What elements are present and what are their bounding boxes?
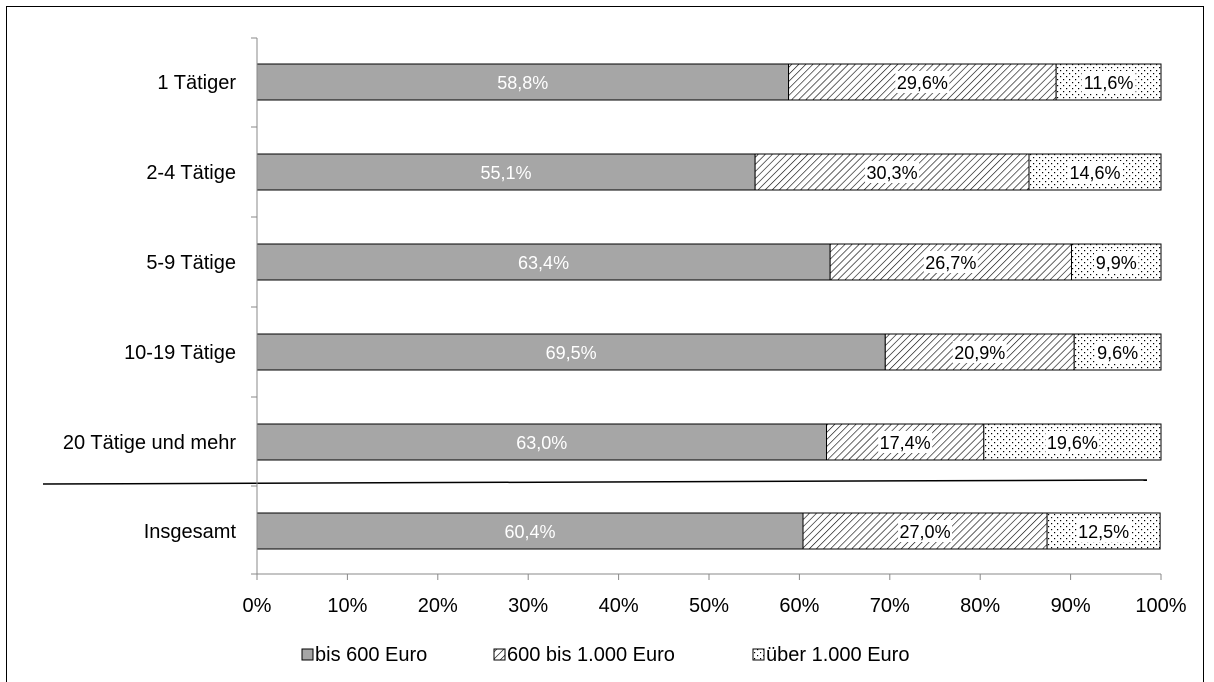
category-label-10-19-t-tige: 10-19 Tätige bbox=[124, 342, 236, 364]
category-label-5-9-t-tige: 5-9 Tätige bbox=[146, 252, 236, 274]
legend-swatch-600-bis-1-000-euro bbox=[493, 648, 506, 661]
data-label-1-t-tiger-ber-1-000-euro: 11,6% bbox=[1084, 73, 1134, 93]
data-label-bg bbox=[952, 341, 1007, 363]
bar-segment-1-t-tiger-bis-600-euro bbox=[256, 63, 790, 101]
data-label-bg bbox=[1076, 520, 1131, 542]
data-label-bg bbox=[1081, 71, 1136, 93]
data-label-20-t-tige-und-mehr-600-bis-1-000-euro: 17,4% bbox=[880, 433, 931, 453]
data-label-bg bbox=[1095, 341, 1140, 363]
legend-label-bis-600-euro: bis 600 Euro bbox=[315, 644, 427, 666]
category-label-2-4-t-tige: 2-4 Tätige bbox=[146, 162, 236, 184]
data-label-5-9-t-tige-ber-1-000-euro: 9,9% bbox=[1096, 253, 1137, 273]
data-label-bg bbox=[1045, 431, 1100, 453]
data-label-bg bbox=[1068, 161, 1123, 183]
data-label-1-t-tiger-600-bis-1-000-euro: 29,6% bbox=[897, 73, 948, 93]
data-label-10-19-t-tige-600-bis-1-000-euro: 20,9% bbox=[954, 343, 1005, 363]
category-label-insgesamt: Insgesamt bbox=[144, 521, 237, 543]
x-tick-label-10: 100% bbox=[1135, 595, 1186, 617]
data-label-bg bbox=[895, 71, 950, 93]
data-label-2-4-t-tige-600-bis-1-000-euro: 30,3% bbox=[867, 163, 918, 183]
legend-label-ber-1-000-euro: über 1.000 Euro bbox=[766, 644, 909, 666]
bars-layer: 58,8% 29,6% 11,6% 55,1% 30,3% 14,6% 63,4% 26,7%… bbox=[256, 63, 1162, 550]
group-separator-line bbox=[42, 479, 1148, 485]
x-tick-label-2: 20% bbox=[418, 595, 458, 617]
bar-segment-insgesamt-bis-600-euro bbox=[256, 512, 804, 550]
x-tick-label-4: 40% bbox=[599, 595, 639, 617]
category-label-20-t-tige-und-mehr: 20 Tätige und mehr bbox=[63, 432, 236, 454]
x-tick-label-5: 50% bbox=[689, 595, 729, 617]
category-label-1-t-tiger: 1 Tätiger bbox=[157, 72, 236, 94]
data-label-2-4-t-tige-bis-600-euro: 55,1% bbox=[481, 163, 532, 183]
data-label-insgesamt-ber-1-000-euro: 12,5% bbox=[1078, 522, 1129, 542]
bar-segment-2-4-t-tige-bis-600-euro bbox=[256, 153, 756, 191]
data-label-2-4-t-tige-ber-1-000-euro: 14,6% bbox=[1069, 163, 1120, 183]
data-label-bg bbox=[1094, 251, 1139, 273]
data-label-bg bbox=[898, 520, 953, 542]
x-tick-label-3: 30% bbox=[508, 595, 548, 617]
legend: bis 600 Euro 600 bis 1.000 Euro über 1.000… bbox=[301, 644, 909, 666]
data-label-insgesamt-600-bis-1-000-euro: 27,0% bbox=[900, 522, 951, 542]
data-label-10-19-t-tige-bis-600-euro: 69,5% bbox=[546, 343, 597, 363]
x-tick-label-6: 60% bbox=[779, 595, 819, 617]
x-tick-label-7: 70% bbox=[870, 595, 910, 617]
x-tick-label-9: 90% bbox=[1051, 595, 1091, 617]
data-label-5-9-t-tige-600-bis-1-000-euro: 26,7% bbox=[925, 253, 976, 273]
axis-layer: 1 Tätiger 2-4 Tätige 5-9 Tätige 10-19 Tätig… bbox=[42, 37, 1187, 617]
data-label-5-9-t-tige-bis-600-euro: 63,4% bbox=[518, 253, 569, 273]
data-label-1-t-tiger-bis-600-euro: 58,8% bbox=[497, 73, 548, 93]
data-label-bg bbox=[923, 251, 978, 273]
data-label-insgesamt-bis-600-euro: 60,4% bbox=[504, 522, 555, 542]
data-label-20-t-tige-und-mehr-bis-600-euro: 63,0% bbox=[516, 433, 567, 453]
x-tick-label-1: 10% bbox=[327, 595, 367, 617]
legend-label-600-bis-1-000-euro: 600 bis 1.000 Euro bbox=[507, 644, 675, 666]
legend-swatch-ber-1-000-euro bbox=[752, 648, 765, 661]
legend-swatch-bis-600-euro bbox=[301, 648, 314, 661]
x-tick-label-0: 0% bbox=[243, 595, 272, 617]
data-label-bg bbox=[878, 431, 933, 453]
data-label-20-t-tige-und-mehr-ber-1-000-euro: 19,6% bbox=[1047, 433, 1098, 453]
bar-segment-5-9-t-tige-bis-600-euro bbox=[256, 243, 831, 281]
data-label-10-19-t-tige-ber-1-000-euro: 9,6% bbox=[1097, 343, 1138, 363]
x-tick-label-8: 80% bbox=[960, 595, 1000, 617]
data-label-bg bbox=[865, 161, 920, 183]
